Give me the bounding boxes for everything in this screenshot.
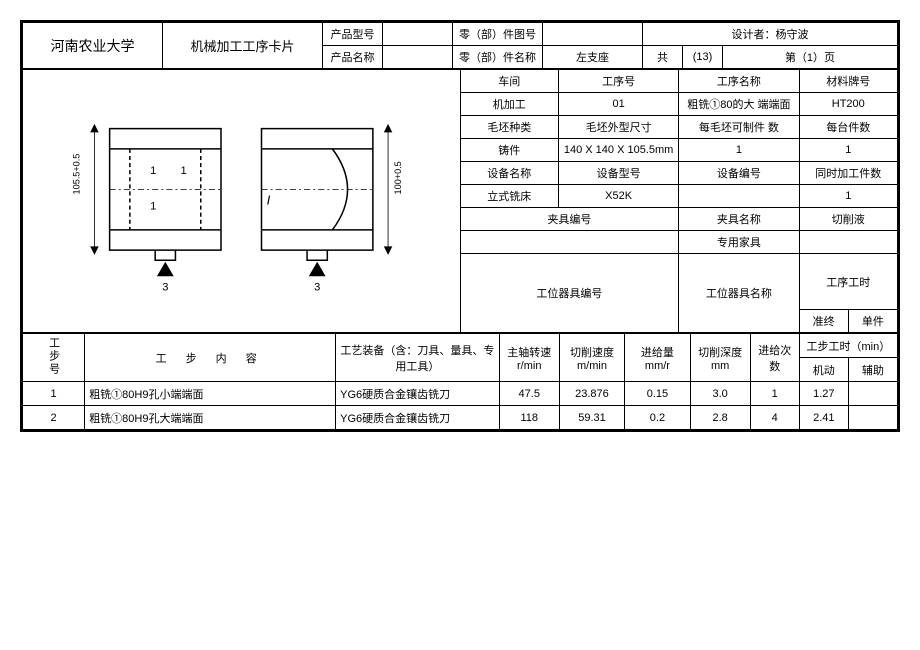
per-blank: 1 (679, 139, 799, 162)
fixture-no-label: 夹具编号 (460, 208, 679, 231)
svg-text:1: 1 (181, 165, 187, 177)
coolant (799, 231, 897, 254)
blank-dim: 140 X 140 X 105.5mm (558, 139, 678, 162)
per-station: 1 (799, 139, 897, 162)
proc-name: 粗铣①80的大 端端面 (679, 93, 799, 116)
svg-text:3: 3 (162, 282, 168, 294)
fixture-name: 专用家具 (679, 231, 799, 254)
fixture-name-label: 夹具名称 (679, 208, 799, 231)
equip-name-label: 设备名称 (460, 162, 558, 185)
material-label: 材料牌号 (799, 70, 897, 93)
svg-text:3: 3 (314, 282, 320, 294)
step-content-header: 工 步 内 容 (85, 334, 336, 382)
step-content: 粗铣①80H9孔大端端面 (85, 406, 336, 430)
station-tool-name-label: 工位器具名称 (679, 254, 799, 333)
total-pages-1: 共 (643, 46, 683, 69)
drawing-info-table: 105.5+0.5 100+0.5 1 1 1 I 3 3 车间 工序号 工序名… (22, 69, 898, 333)
simul-label: 同时加工件数 (799, 162, 897, 185)
step-aux (848, 382, 897, 406)
step-tooling: YG6硬质合金镶齿铣刀 (336, 382, 500, 406)
feed-header: 进给量 mm/r (625, 334, 690, 382)
step-tooling: YG6硬质合金镶齿铣刀 (336, 406, 500, 430)
svg-text:105.5+0.5: 105.5+0.5 (71, 154, 81, 195)
part-name: 左支座 (543, 46, 643, 69)
equip-no (679, 185, 799, 208)
product-model-label: 产品型号 (323, 23, 383, 46)
blank-type: 铸件 (460, 139, 558, 162)
step-feed: 0.2 (625, 406, 690, 430)
svg-text:1: 1 (150, 165, 156, 177)
workshop: 机加工 (460, 93, 558, 116)
prep-label: 准终 (800, 310, 849, 332)
proc-time-split: 准终 单件 (799, 310, 897, 333)
aux-header: 辅助 (848, 358, 897, 382)
product-model (383, 23, 453, 46)
equip-model-label: 设备型号 (558, 162, 678, 185)
svg-text:1: 1 (150, 201, 156, 213)
step-row: 2 粗铣①80H9孔大端端面 YG6硬质合金镶齿铣刀 118 59.31 0.2… (23, 406, 898, 430)
blank-dim-label: 毛坯外型尺寸 (558, 116, 678, 139)
station-tool-no-label: 工位器具编号 (460, 254, 679, 333)
page-label: 第（1）页 (723, 46, 898, 69)
part-drawing-svg: 105.5+0.5 100+0.5 1 1 1 I 3 3 (31, 78, 452, 321)
svg-text:I: I (267, 193, 271, 208)
steptime-header: 工步工时（min） (799, 334, 897, 358)
designer: 设计者：杨守波 (643, 23, 898, 46)
fixture-no (460, 231, 679, 254)
step-machine: 1.27 (799, 382, 848, 406)
proc-name-label: 工序名称 (679, 70, 799, 93)
part-drawing (543, 23, 643, 46)
equip-no-label: 设备编号 (679, 162, 799, 185)
cutdepth-header: 切削深度 mm (690, 334, 750, 382)
header-table: 河南农业大学 机械加工工序卡片 产品型号 零（部）件图号 设计者：杨守波 产品名… (22, 22, 898, 69)
step-no: 2 (23, 406, 85, 430)
blank-type-label: 毛坯种类 (460, 116, 558, 139)
simul: 1 (799, 185, 897, 208)
card-title: 机械加工工序卡片 (163, 23, 323, 69)
total-pages-2: (13) (683, 46, 723, 69)
step-cutspeed: 23.876 (559, 382, 624, 406)
per-station-label: 每台件数 (799, 116, 897, 139)
drawing-cell: 105.5+0.5 100+0.5 1 1 1 I 3 3 (23, 70, 461, 333)
proc-no: 01 (558, 93, 678, 116)
product-name (383, 46, 453, 69)
unit-label: 单件 (848, 310, 897, 332)
step-feedcount: 4 (750, 406, 799, 430)
step-no: 1 (23, 382, 85, 406)
step-feed: 0.15 (625, 382, 690, 406)
university: 河南农业大学 (23, 23, 163, 69)
per-blank-label: 每毛坯可制件 数 (679, 116, 799, 139)
equip-name: 立式铣床 (460, 185, 558, 208)
steps-table: 工步号 工 步 内 容 工艺装备（含：刀具、量具、专用工具） 主轴转速 r/mi… (22, 333, 898, 430)
step-content: 粗铣①80H9孔小端端面 (85, 382, 336, 406)
equip-model: X52K (558, 185, 678, 208)
cutspeed-header: 切削速度 m/min (559, 334, 624, 382)
machine-header: 机动 (799, 358, 848, 382)
step-spindle: 47.5 (499, 382, 559, 406)
step-machine: 2.41 (799, 406, 848, 430)
step-cutdepth: 2.8 (690, 406, 750, 430)
part-name-label: 零（部）件名称 (453, 46, 543, 69)
step-spindle: 118 (499, 406, 559, 430)
step-row: 1 粗铣①80H9孔小端端面 YG6硬质合金镶齿铣刀 47.5 23.876 0… (23, 382, 898, 406)
material: HT200 (799, 93, 897, 116)
step-aux (848, 406, 897, 430)
step-cutdepth: 3.0 (690, 382, 750, 406)
workshop-label: 车间 (460, 70, 558, 93)
feedcount-header: 进给次数 (750, 334, 799, 382)
spindle-header: 主轴转速 r/min (499, 334, 559, 382)
proc-time-label: 工序工时 (799, 254, 897, 310)
step-feedcount: 1 (750, 382, 799, 406)
proc-no-label: 工序号 (558, 70, 678, 93)
process-card-sheet: 河南农业大学 机械加工工序卡片 产品型号 零（部）件图号 设计者：杨守波 产品名… (20, 20, 900, 432)
product-name-label: 产品名称 (323, 46, 383, 69)
coolant-label: 切削液 (799, 208, 897, 231)
step-no-header: 工步号 (23, 334, 85, 382)
tooling-header: 工艺装备（含：刀具、量具、专用工具） (336, 334, 500, 382)
step-cutspeed: 59.31 (559, 406, 624, 430)
part-drawing-label: 零（部）件图号 (453, 23, 543, 46)
svg-text:100+0.5: 100+0.5 (393, 161, 403, 194)
